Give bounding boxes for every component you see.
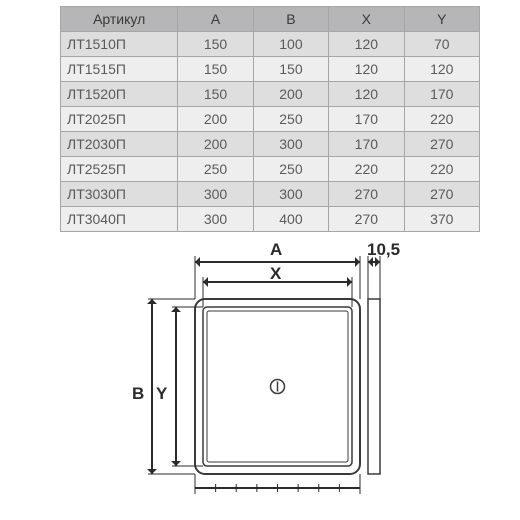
cell-value: 70 [404,32,479,57]
cell-value: 120 [329,57,404,82]
cell-value: 200 [253,82,328,107]
col-B: B [253,7,328,32]
col-Y: Y [404,7,479,32]
cell-value: 220 [329,157,404,182]
cell-sku: ЛТ1520П [61,82,178,107]
cell-sku: ЛТ1510П [61,32,178,57]
dim-A: A [270,240,282,260]
cell-value: 120 [329,82,404,107]
cell-value: 150 [178,82,253,107]
cell-value: 200 [178,132,253,157]
table-row: ЛТ1515П150150120120 [61,57,480,82]
dim-Y: Y [156,384,167,404]
dimension-diagram: A X 10,5 B Y [120,244,420,504]
table-row: ЛТ3030П300300270270 [61,182,480,207]
cell-value: 100 [253,32,328,57]
cell-value: 400 [253,207,328,232]
table-row: ЛТ1510П15010012070 [61,32,480,57]
cell-value: 300 [253,182,328,207]
cell-value: 250 [253,107,328,132]
dim-depth: 10,5 [367,240,400,260]
cell-sku: ЛТ2025П [61,107,178,132]
cell-value: 270 [404,132,479,157]
cell-value: 120 [329,32,404,57]
table-row: ЛТ2030П200300170270 [61,132,480,157]
cell-sku: ЛТ3040П [61,207,178,232]
dim-X: X [270,264,281,284]
cell-value: 370 [404,207,479,232]
cell-value: 170 [329,107,404,132]
table-row: ЛТ3040П300400270370 [61,207,480,232]
cell-value: 150 [178,32,253,57]
cell-value: 270 [329,182,404,207]
col-A: A [178,7,253,32]
cell-sku: ЛТ3030П [61,182,178,207]
cell-value: 250 [253,157,328,182]
table-row: ЛТ2525П250250220220 [61,157,480,182]
cell-sku: ЛТ2030П [61,132,178,157]
dim-B: B [132,384,144,404]
cell-value: 150 [253,57,328,82]
cell-value: 270 [329,207,404,232]
table-row: ЛТ1520П150200120170 [61,82,480,107]
cell-value: 170 [329,132,404,157]
col-sku: Артикул [61,7,178,32]
col-X: X [329,7,404,32]
cell-value: 270 [404,182,479,207]
cell-value: 170 [404,82,479,107]
cell-value: 300 [178,207,253,232]
cell-sku: ЛТ1515П [61,57,178,82]
cell-value: 150 [178,57,253,82]
cell-value: 120 [404,57,479,82]
cell-value: 250 [178,157,253,182]
cell-value: 300 [178,182,253,207]
cell-value: 220 [404,157,479,182]
dimensions-table: АртикулABXY ЛТ1510П15010012070ЛТ1515П150… [60,6,480,232]
cell-value: 300 [253,132,328,157]
cell-value: 220 [404,107,479,132]
cell-value: 200 [178,107,253,132]
table-row: ЛТ2025П200250170220 [61,107,480,132]
cell-sku: ЛТ2525П [61,157,178,182]
